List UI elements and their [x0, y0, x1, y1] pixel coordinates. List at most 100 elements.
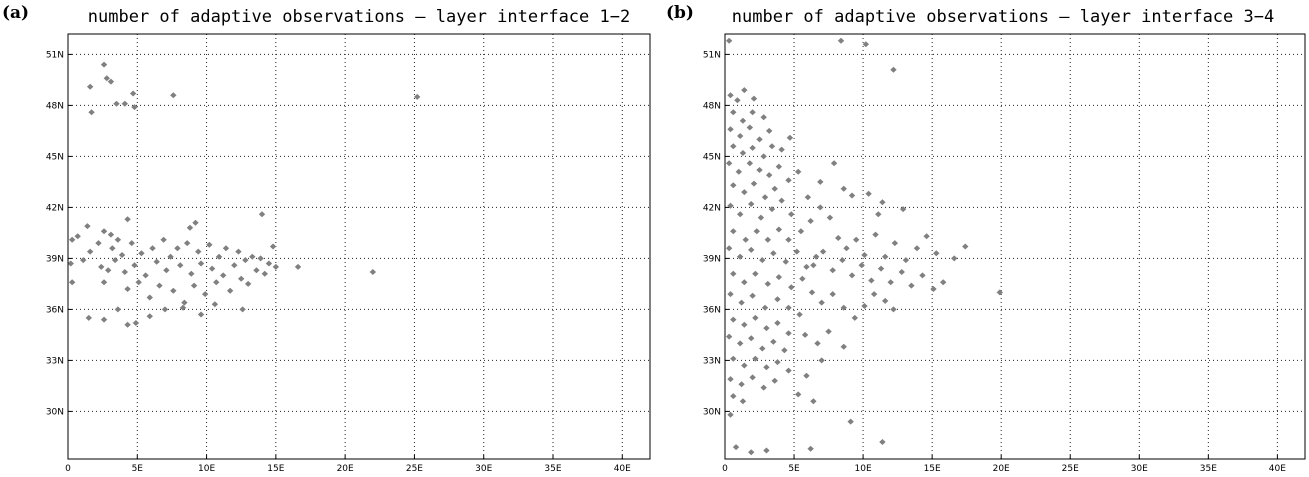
observation-marker [730, 109, 737, 116]
observation-marker [730, 228, 737, 235]
observation-marker [736, 253, 744, 260]
observation-marker [803, 263, 810, 270]
observation-marker [848, 192, 856, 199]
observation-marker [734, 97, 741, 104]
observation-marker [730, 393, 737, 400]
observation-marker [785, 236, 792, 243]
observation-marker [142, 272, 149, 279]
observation-marker [768, 143, 776, 150]
observation-marker [962, 243, 969, 250]
observation-marker [727, 92, 734, 99]
observation-marker [919, 272, 926, 279]
observation-marker [881, 297, 889, 304]
observation-marker [847, 418, 854, 425]
observation-marker [861, 303, 868, 309]
observation-marker [852, 236, 860, 243]
observation-marker [235, 248, 242, 255]
observation-marker [725, 333, 733, 340]
observation-marker [825, 328, 832, 335]
observation-marker [730, 316, 737, 323]
observation-marker [749, 109, 756, 116]
observation-marker [829, 267, 836, 274]
y-tick-label: 36N [703, 305, 721, 315]
observation-marker [752, 314, 759, 321]
observation-marker [179, 304, 187, 311]
observation-marker [201, 291, 209, 298]
observation-marker [131, 104, 138, 111]
observation-marker [781, 347, 788, 354]
observation-marker [98, 263, 105, 270]
observation-marker [812, 253, 820, 260]
observation-marker [124, 286, 131, 292]
observation-marker [121, 269, 129, 275]
observation-marker [85, 314, 92, 321]
observation-marker [807, 445, 814, 452]
x-tick-label: 5E [132, 464, 144, 474]
observation-marker [213, 279, 220, 286]
observation-marker [74, 233, 81, 240]
observation-marker [797, 228, 805, 235]
chart-title-a: number of adaptive observations – layer … [88, 7, 630, 27]
observation-marker [899, 206, 907, 213]
observation-marker [215, 253, 223, 260]
observation-marker [192, 219, 199, 226]
observation-marker [730, 355, 737, 362]
observation-marker [890, 306, 897, 313]
observation-marker [939, 279, 947, 286]
observation-marker [131, 262, 138, 269]
y-tick-label: 51N [46, 50, 64, 60]
observation-marker [95, 240, 102, 247]
observation-marker [67, 260, 74, 267]
observation-marker [86, 248, 94, 255]
x-tick-label: 35E [544, 464, 561, 474]
observation-marker [727, 411, 734, 418]
observation-marker [727, 376, 734, 383]
observation-marker [170, 287, 177, 294]
observation-marker [741, 321, 748, 328]
observation-marker [242, 257, 249, 264]
observation-marker [257, 255, 264, 262]
observation-marker [167, 253, 174, 260]
observation-marker [272, 263, 280, 270]
observation-marker [269, 243, 277, 250]
chart-title-b: number of adaptive observations – layer … [732, 7, 1274, 27]
observation-marker [735, 168, 743, 175]
y-tick-label: 42N [703, 203, 721, 213]
x-tick-label: 20E [337, 464, 354, 474]
observation-marker [206, 241, 213, 248]
observation-marker [725, 245, 733, 252]
observation-marker [843, 245, 850, 252]
observation-marker [887, 279, 894, 286]
observation-marker [891, 240, 899, 247]
observation-marker [190, 282, 198, 289]
observation-marker [153, 258, 160, 265]
observation-marker [801, 331, 809, 338]
observation-marker [739, 150, 747, 156]
observation-marker [294, 263, 302, 270]
observation-marker [829, 291, 836, 298]
observation-marker [160, 236, 167, 243]
observation-marker [839, 257, 846, 264]
panel-label-b: (b) [666, 3, 694, 23]
observation-marker [741, 87, 748, 94]
plot-frame [67, 33, 651, 460]
observation-marker [100, 228, 108, 235]
observation-marker [736, 340, 744, 347]
observation-marker [68, 236, 76, 243]
observation-marker [826, 214, 834, 221]
observation-marker [788, 284, 795, 291]
observation-marker [835, 235, 842, 241]
observation-marker [996, 289, 1004, 296]
observation-marker [879, 199, 886, 206]
observation-marker [104, 267, 112, 274]
observation-marker [771, 377, 778, 384]
observation-marker [770, 338, 777, 345]
observation-marker [748, 201, 755, 207]
observation-marker [763, 325, 770, 332]
observation-marker [858, 262, 865, 269]
observation-marker [741, 279, 748, 286]
observation-marker [730, 270, 737, 277]
observation-marker [135, 279, 142, 286]
observation-marker [818, 299, 825, 306]
